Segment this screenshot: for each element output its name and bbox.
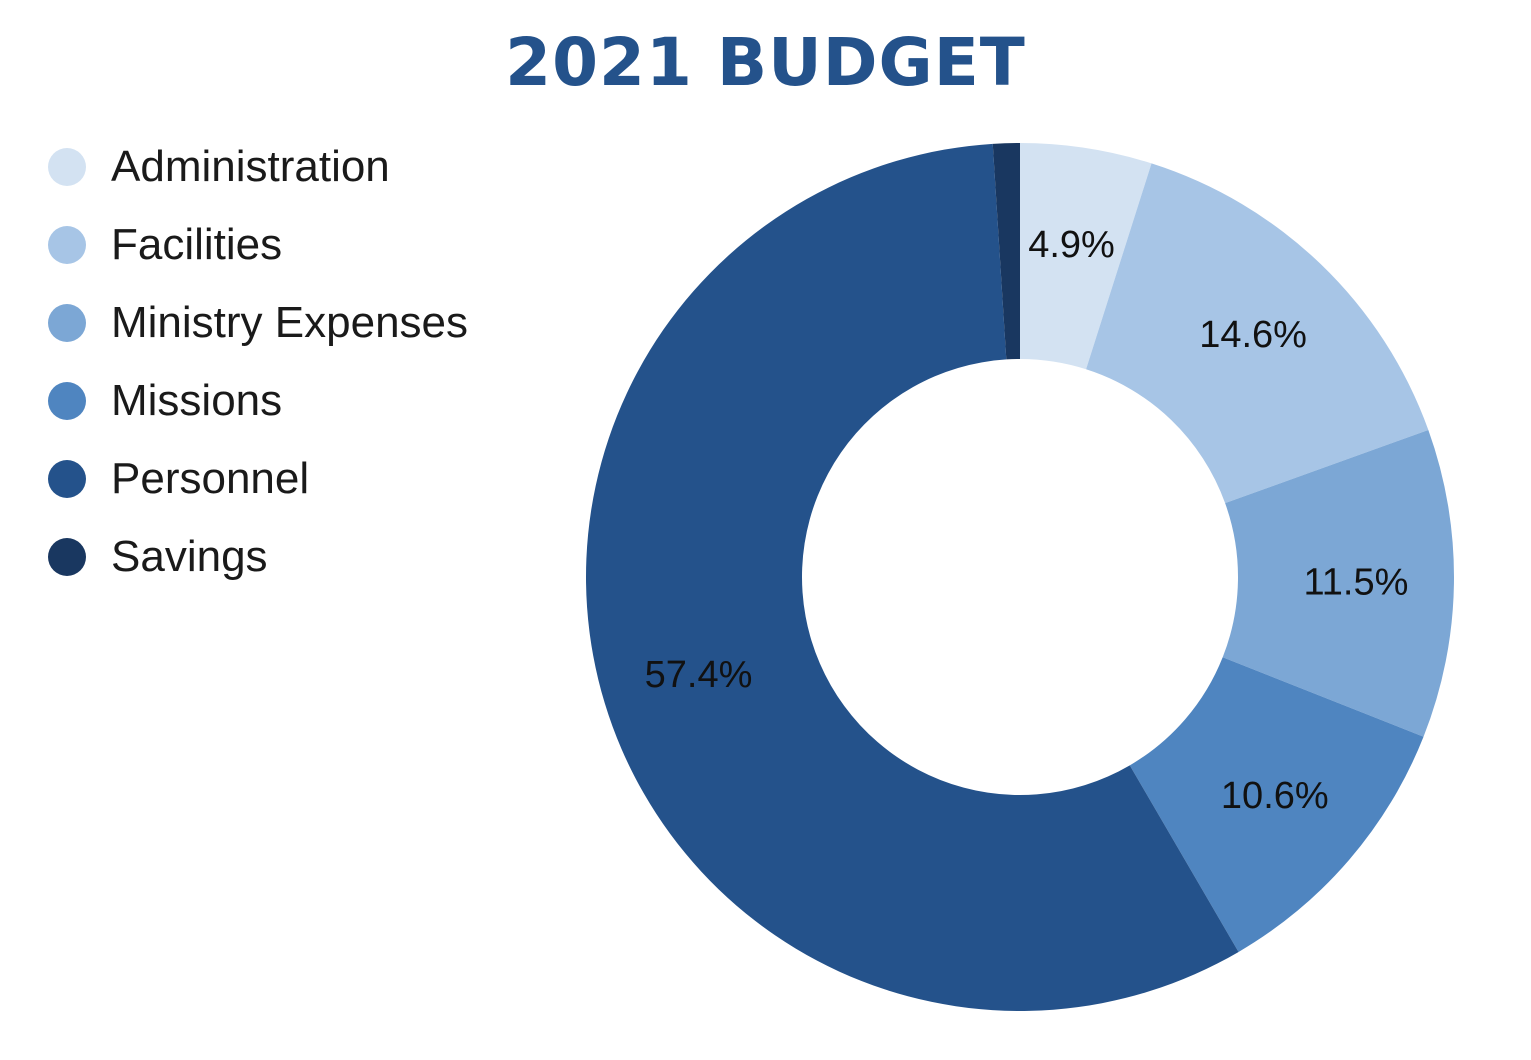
legend-label-ministry-expenses: Ministry Expenses — [111, 298, 469, 347]
donut-slices — [585, 143, 1454, 1012]
legend-swatch-personnel — [48, 460, 86, 498]
slice-savings — [992, 143, 1020, 360]
legend-swatch-facilities — [48, 226, 86, 264]
legend-label-administration: Administration — [111, 142, 390, 191]
legend-item-personnel: Personnel — [48, 440, 468, 518]
slice-facilities — [1086, 163, 1429, 504]
slice-administration — [1020, 143, 1152, 370]
legend-item-savings: Savings — [48, 518, 468, 596]
chart-title: 2021 BUDGET — [505, 24, 1026, 101]
legend-label-personnel: Personnel — [111, 454, 310, 503]
data-label-missions: 10.6% — [1221, 775, 1329, 817]
donut-labels: 4.9% 14.6% 11.5% 10.6% 57.4% — [645, 224, 1409, 817]
slice-personnel — [585, 143, 1239, 1012]
legend-label-missions: Missions — [111, 376, 283, 425]
legend-label-savings: Savings — [111, 532, 268, 581]
legend-item-facilities: Facilities — [48, 206, 468, 284]
legend-item-ministry-expenses: Ministry Expenses — [48, 284, 468, 362]
legend-swatch-savings — [48, 538, 86, 576]
legend-item-missions: Missions — [48, 362, 468, 440]
slice-ministry-expenses — [1222, 429, 1454, 737]
legend-swatch-missions — [48, 382, 86, 420]
legend-swatch-administration — [48, 148, 86, 186]
legend-label-facilities: Facilities — [111, 220, 283, 269]
data-label-administration: 4.9% — [1028, 224, 1115, 266]
data-label-ministry-expenses: 11.5% — [1303, 561, 1408, 603]
legend-swatch-ministry-expenses — [48, 304, 86, 342]
data-label-personnel: 57.4% — [645, 654, 753, 696]
legend-item-administration: Administration — [48, 128, 468, 206]
legend: Administration Facilities Ministry Expense… — [48, 128, 468, 596]
data-label-facilities: 14.6% — [1199, 314, 1307, 356]
slice-missions — [1129, 657, 1424, 952]
